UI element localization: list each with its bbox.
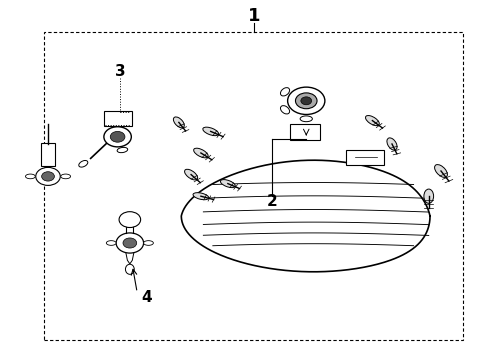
Circle shape [295,93,317,109]
Text: 2: 2 [267,194,277,209]
Ellipse shape [280,87,290,96]
Ellipse shape [366,116,379,126]
Circle shape [116,233,144,253]
Ellipse shape [25,174,35,179]
Ellipse shape [144,241,153,246]
Text: 4: 4 [142,289,152,305]
Ellipse shape [220,180,235,188]
Ellipse shape [185,169,197,180]
Ellipse shape [61,174,71,179]
Ellipse shape [435,165,447,177]
Ellipse shape [117,147,128,153]
Ellipse shape [194,148,208,158]
Ellipse shape [173,117,184,128]
Ellipse shape [203,127,219,136]
FancyBboxPatch shape [346,150,384,165]
Ellipse shape [387,138,397,150]
Polygon shape [181,160,430,272]
Text: 3: 3 [115,64,125,80]
FancyBboxPatch shape [290,124,320,140]
Circle shape [42,172,54,181]
Circle shape [119,212,141,228]
Ellipse shape [193,193,209,200]
Ellipse shape [424,189,434,203]
FancyBboxPatch shape [104,111,132,126]
Ellipse shape [280,105,290,114]
Circle shape [104,127,131,147]
Ellipse shape [106,241,116,246]
Ellipse shape [79,161,88,167]
Circle shape [301,97,312,105]
Text: 1: 1 [247,7,260,25]
Circle shape [288,87,325,114]
Circle shape [36,167,60,185]
Ellipse shape [107,121,118,126]
Circle shape [123,238,137,248]
Bar [44,32,463,340]
Circle shape [110,131,125,142]
FancyBboxPatch shape [41,143,55,166]
Ellipse shape [125,264,134,274]
Ellipse shape [300,116,313,122]
